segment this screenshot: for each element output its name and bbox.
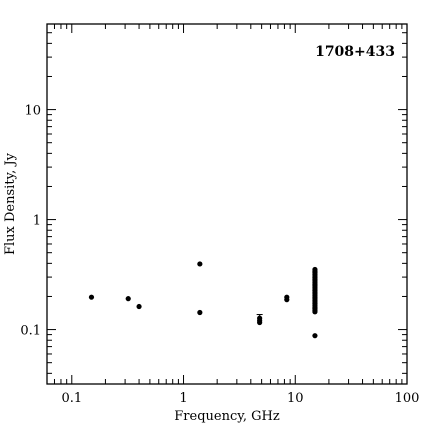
x-tick-label: 100 bbox=[395, 391, 420, 406]
data-point bbox=[312, 266, 318, 273]
axis-ticks bbox=[46, 23, 408, 384]
data-point bbox=[257, 319, 263, 326]
x-tick-label: 1 bbox=[179, 391, 187, 406]
data-point bbox=[312, 333, 318, 339]
data-point bbox=[197, 261, 203, 267]
x-tick-label: 10 bbox=[287, 391, 304, 406]
data-point bbox=[197, 309, 203, 316]
data-points bbox=[88, 261, 318, 339]
y-tick-label: 1 bbox=[33, 214, 41, 229]
data-point bbox=[136, 303, 142, 310]
y-axis-title: Flux Density, Jy bbox=[3, 152, 18, 255]
source-name-label: 1708+433 bbox=[315, 44, 395, 60]
data-point bbox=[284, 297, 290, 303]
plot-frame bbox=[46, 23, 408, 385]
tick-labels: 0.1 1 10 100 0.1 1 10 bbox=[20, 104, 419, 406]
y-tick-label: 10 bbox=[24, 104, 41, 119]
y-tick-label: 0.1 bbox=[20, 324, 41, 339]
data-point bbox=[88, 294, 95, 300]
x-axis-title: Frequency, GHz bbox=[174, 409, 280, 424]
data-point bbox=[125, 296, 131, 302]
x-tick-label: 0.1 bbox=[61, 391, 82, 406]
